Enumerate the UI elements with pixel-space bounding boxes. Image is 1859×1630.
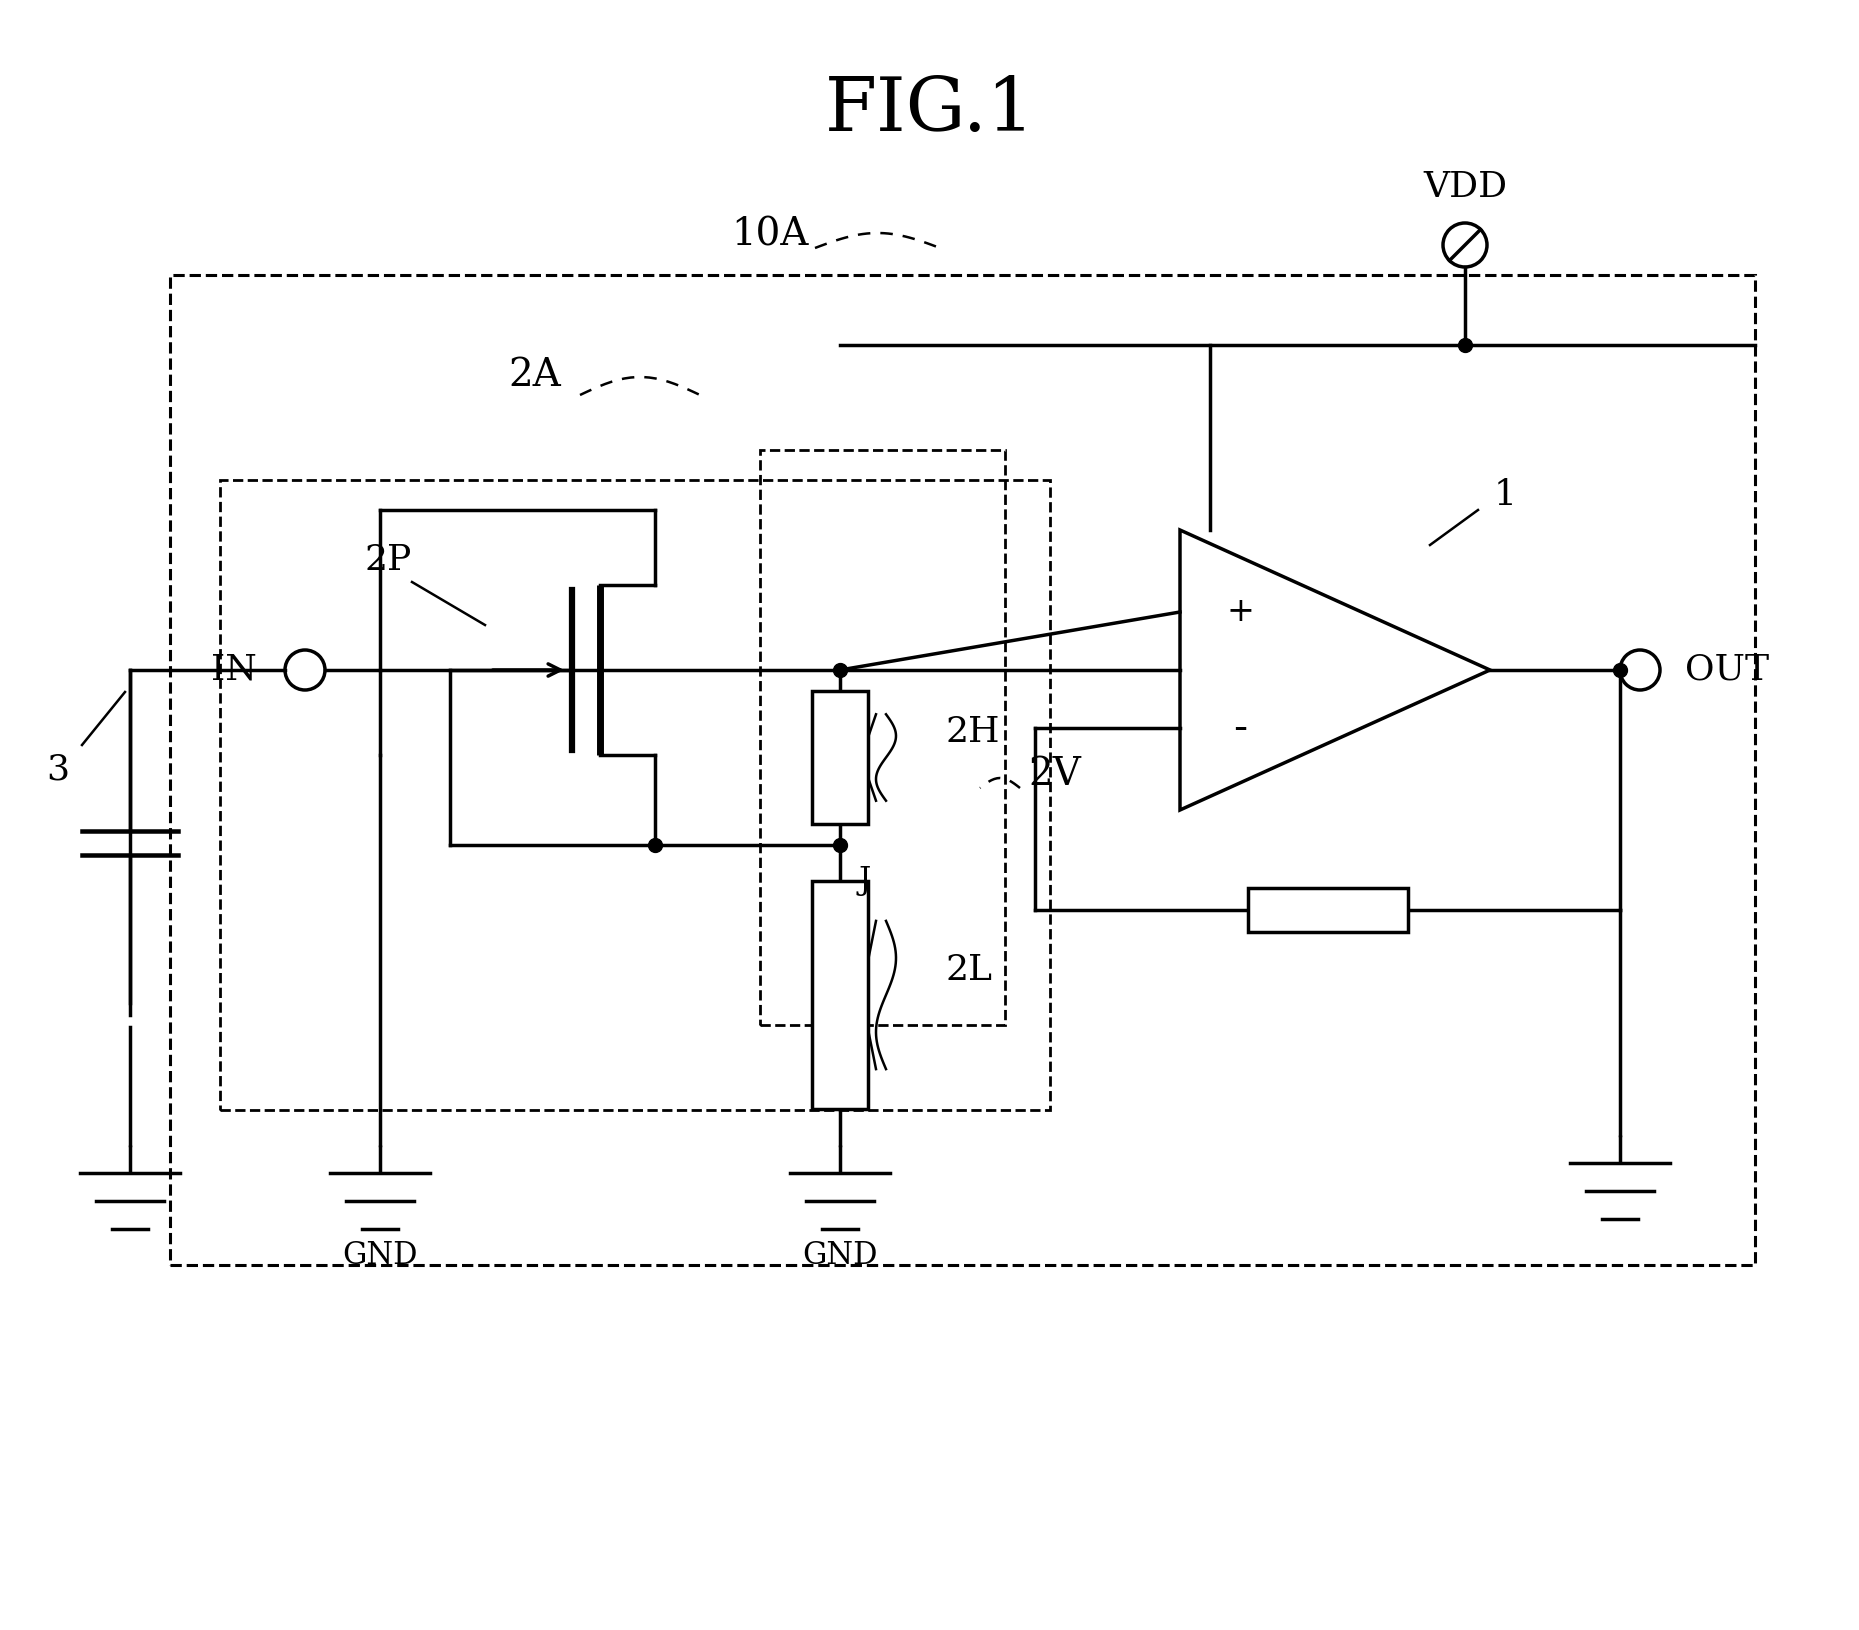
- Text: 10A: 10A: [731, 217, 809, 254]
- Text: 2H: 2H: [944, 716, 1000, 750]
- Text: GND: GND: [803, 1239, 877, 1270]
- Text: IN: IN: [212, 654, 257, 686]
- Text: 2V: 2V: [1028, 756, 1082, 794]
- Bar: [169, 275, 1755, 1265]
- Text: OUT: OUT: [1684, 654, 1770, 686]
- Bar: [812, 880, 868, 1108]
- Text: -: -: [1233, 707, 1247, 750]
- Text: 1: 1: [1493, 478, 1517, 512]
- Text: 3: 3: [46, 753, 69, 787]
- Bar: [219, 479, 1050, 1110]
- Text: 2A: 2A: [509, 357, 561, 393]
- Text: J: J: [859, 864, 870, 895]
- Text: VDD: VDD: [1422, 170, 1508, 204]
- Bar: [812, 691, 868, 825]
- Text: GND: GND: [342, 1239, 418, 1270]
- Text: FIG.1: FIG.1: [825, 73, 1035, 147]
- Text: +: +: [1227, 597, 1255, 628]
- Bar: [1247, 888, 1407, 932]
- Text: 2L: 2L: [944, 954, 993, 988]
- Text: 2P: 2P: [364, 543, 411, 577]
- Bar: [760, 450, 1006, 1025]
